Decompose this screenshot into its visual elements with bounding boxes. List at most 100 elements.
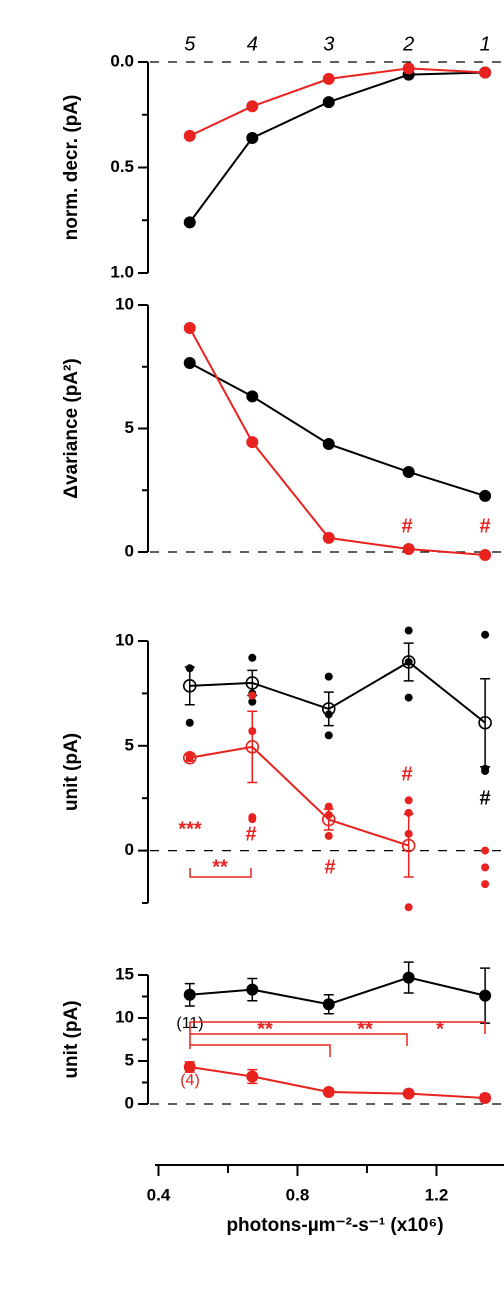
data-dot — [481, 863, 490, 872]
annotation: * — [436, 1018, 444, 1040]
data-point — [479, 548, 492, 561]
data-point — [401, 838, 416, 853]
significance-bracket — [190, 1044, 331, 1057]
data-point — [182, 679, 197, 693]
significance-bracket — [189, 1021, 486, 1049]
error-bar — [247, 710, 258, 784]
data-point — [321, 812, 336, 827]
series-line — [188, 71, 486, 223]
error-bar — [403, 813, 414, 878]
data-point — [401, 655, 416, 669]
error-bar — [184, 753, 195, 762]
annotation: # — [245, 823, 256, 845]
significance-bracket — [189, 868, 252, 878]
data-point — [402, 1087, 415, 1100]
data-dot — [248, 691, 257, 700]
annotation: ** — [357, 1018, 373, 1040]
y-tick-label: 5 — [125, 735, 134, 754]
data-point — [479, 989, 492, 1002]
data-point — [321, 702, 336, 716]
data-point — [322, 998, 335, 1011]
y-tick-label: 0 — [125, 840, 134, 859]
data-point — [322, 1085, 335, 1098]
data-point — [183, 321, 196, 334]
y-tick-label: 10 — [115, 630, 134, 649]
data-dot — [404, 626, 413, 635]
y-tick-label: 5 — [125, 1050, 134, 1069]
error-bar — [323, 691, 334, 727]
data-dot — [481, 630, 490, 639]
annotation: ** — [257, 1018, 273, 1040]
series-line — [189, 660, 486, 724]
annotation: *** — [178, 818, 202, 840]
y-tick-label: 10 — [115, 1007, 134, 1026]
series-line — [189, 67, 486, 137]
x-tick-label: 1.2 — [425, 1185, 449, 1204]
data-dot — [248, 653, 257, 662]
data-dot — [404, 693, 413, 702]
data-point — [479, 489, 492, 502]
point-label: 1 — [480, 33, 491, 55]
annotation: # — [401, 763, 412, 785]
data-dot — [481, 766, 490, 775]
data-dot — [404, 796, 413, 805]
y-tick-label: 1.0 — [110, 262, 134, 281]
series-line — [189, 976, 486, 1006]
point-label: 2 — [402, 33, 414, 55]
data-point — [246, 390, 259, 403]
data-point — [183, 1061, 196, 1074]
y-axis-label: unit (pA) — [61, 733, 82, 811]
y-tick-label: 0 — [125, 541, 134, 560]
data-point — [183, 988, 196, 1001]
data-point — [479, 1091, 492, 1104]
data-dot — [324, 731, 333, 740]
point-label: 3 — [323, 33, 334, 55]
data-point — [322, 72, 335, 85]
y-axis-label: Δvariance (pA²) — [61, 358, 82, 498]
y-tick-label: 5 — [125, 418, 134, 437]
annotation: # — [401, 515, 412, 537]
y-tick-label: 0.5 — [110, 157, 134, 176]
y-axis-label: unit (pA) — [61, 1000, 82, 1078]
data-dot — [248, 697, 257, 706]
error-bar — [184, 666, 195, 706]
data-point — [479, 66, 492, 79]
data-dot — [481, 880, 490, 889]
data-point — [245, 676, 260, 690]
data-point — [246, 131, 259, 144]
series-line — [189, 362, 486, 497]
x-tick-label: 0.4 — [147, 1185, 171, 1204]
data-point — [183, 129, 196, 142]
data-dot — [324, 831, 333, 840]
data-dot — [185, 718, 194, 727]
data-point — [322, 438, 335, 451]
y-tick-label: 15 — [115, 964, 134, 983]
data-point — [246, 1070, 259, 1083]
error-bar — [323, 808, 334, 831]
y-axis-label: norm. decr. (pA) — [61, 95, 82, 241]
data-point — [246, 100, 259, 113]
error-bar — [480, 677, 491, 768]
data-point — [182, 750, 197, 765]
data-point — [402, 465, 415, 478]
data-point — [478, 715, 492, 730]
x-axis-label: photons-µm⁻²-s⁻¹ (x10⁶) — [226, 1215, 443, 1236]
x-tick-label: 0.8 — [286, 1185, 310, 1204]
data-point — [183, 216, 196, 229]
series-line — [189, 1066, 486, 1099]
data-point — [322, 96, 335, 109]
annotation: ** — [212, 856, 228, 878]
data-point — [183, 357, 196, 370]
data-dot — [481, 846, 490, 855]
series-line — [188, 327, 486, 556]
error-bar — [403, 642, 414, 682]
data-point — [246, 983, 259, 996]
point-label: 4 — [247, 33, 258, 55]
y-tick-label: 0.0 — [110, 51, 134, 70]
annotation: (4) — [180, 1072, 200, 1089]
y-tick-label: 0 — [125, 1093, 134, 1112]
y-tick-label: 10 — [115, 294, 134, 313]
annotation: # — [324, 856, 335, 878]
data-dot — [324, 672, 333, 681]
